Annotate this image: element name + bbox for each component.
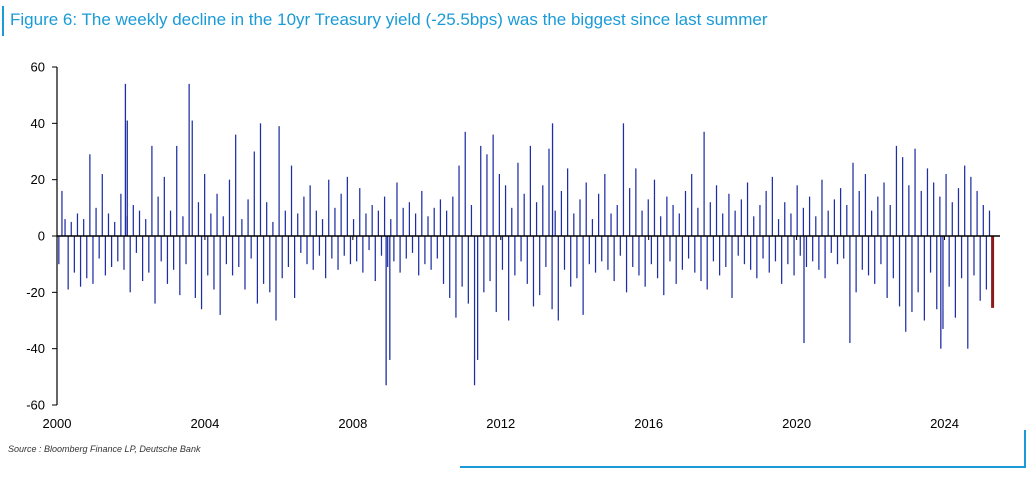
y-tick-label: 0 (38, 229, 45, 244)
y-tick-label: -20 (26, 285, 45, 300)
x-tick-label: 2004 (190, 416, 219, 431)
y-tick-label: -40 (26, 341, 45, 356)
x-tick-label: 2016 (634, 416, 663, 431)
title-accent-bar (2, 6, 4, 36)
chart-title: Figure 6: The weekly decline in the 10yr… (10, 10, 768, 29)
x-tick-label: 2012 (486, 416, 515, 431)
y-tick-label: 60 (31, 60, 45, 75)
x-axis: 2000 2004 2008 2012 2016 2020 2024 (43, 235, 1000, 431)
source-note: Source : Bloomberg Finance LP, Deutsche … (8, 444, 201, 454)
y-axis: 60 40 20 0 -20 -40 -60 (26, 60, 58, 413)
y-tick-label: -60 (26, 398, 45, 413)
frame-bottom-accent (460, 466, 1026, 468)
y-tick-label: 40 (31, 116, 45, 131)
frame-right-accent (1024, 430, 1026, 468)
y-tick-label: 20 (31, 172, 45, 187)
x-tick-label: 2020 (782, 416, 811, 431)
series-bars (58, 83, 995, 386)
x-tick-label: 2008 (338, 416, 367, 431)
x-tick-label: 2000 (43, 416, 72, 431)
x-tick-label: 2024 (930, 416, 959, 431)
